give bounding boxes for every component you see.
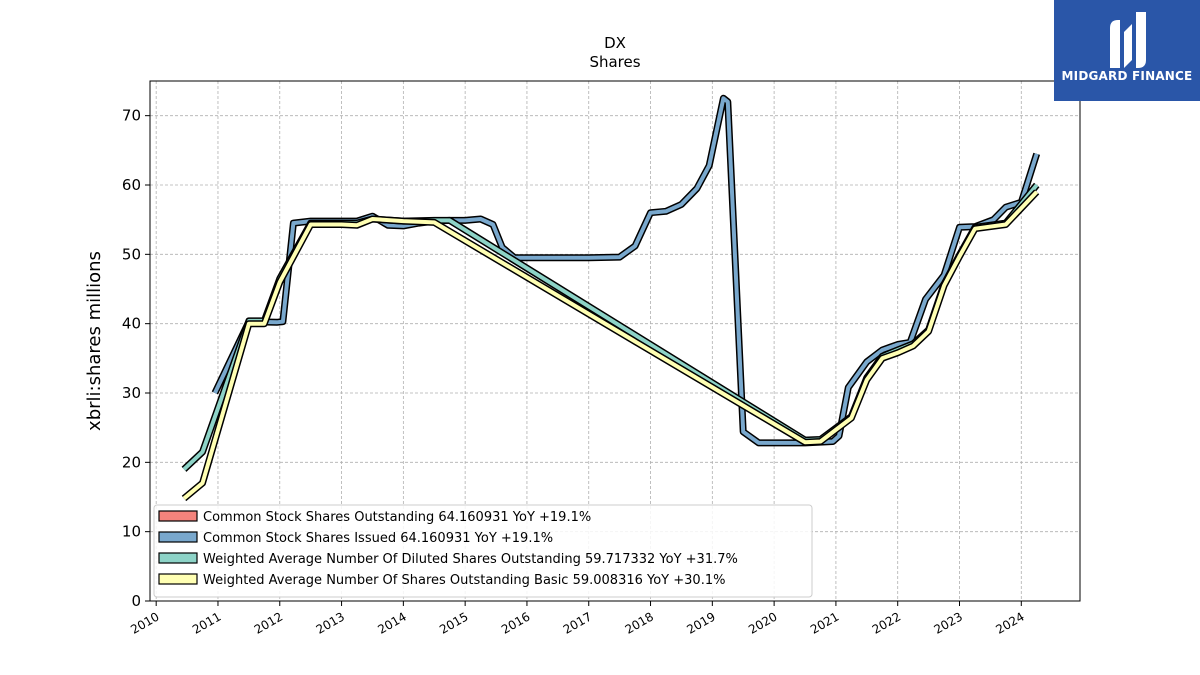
y-tick-label: 0 bbox=[131, 592, 141, 610]
series-1-stroke bbox=[213, 96, 1039, 445]
x-tick-label: 2013 bbox=[314, 609, 347, 636]
x-tick-label: 2021 bbox=[808, 609, 841, 636]
series-1-outline bbox=[211, 94, 1041, 447]
y-axis-label: xbrli:shares millions bbox=[84, 251, 105, 431]
x-tick-label: 2020 bbox=[746, 609, 779, 636]
logo-text: MIDGARD FINANCE bbox=[1061, 69, 1193, 83]
legend-entry: Common Stock Shares Issued 64.160931 YoY… bbox=[203, 531, 553, 546]
logo-mark-icon bbox=[1110, 12, 1146, 68]
legend-swatch bbox=[158, 573, 198, 585]
legend-swatch bbox=[158, 552, 198, 564]
y-tick-label: 60 bbox=[122, 176, 141, 194]
series-lines bbox=[181, 94, 1041, 502]
legend-entry: Weighted Average Number Of Diluted Share… bbox=[203, 552, 738, 567]
legend-swatch bbox=[158, 531, 198, 543]
x-axis: 2010 2011 2012 2013 2014 2015 2016 2017 2018 2019… bbox=[128, 601, 1027, 637]
x-tick-label: 2016 bbox=[499, 609, 532, 636]
x-tick-label: 2012 bbox=[252, 609, 285, 636]
legend: Common Stock Shares Outstanding 64.16093… bbox=[153, 504, 813, 598]
series-1-line bbox=[211, 94, 1041, 447]
x-tick-label: 2015 bbox=[437, 609, 470, 636]
x-tick-label: 2023 bbox=[932, 609, 965, 636]
y-tick-label: 20 bbox=[122, 453, 141, 471]
series-3-outline bbox=[181, 189, 1040, 502]
chart-title: DX bbox=[604, 34, 626, 52]
midgard-finance-logo: MIDGARD FINANCE bbox=[1054, 0, 1200, 101]
series-3-line bbox=[181, 189, 1040, 502]
legend-box bbox=[153, 504, 813, 598]
y-tick-label: 40 bbox=[122, 315, 141, 333]
x-tick-label: 2018 bbox=[623, 609, 656, 636]
x-tick-label: 2022 bbox=[870, 609, 903, 636]
legend-swatch bbox=[158, 510, 198, 522]
x-tick-label: 2019 bbox=[684, 609, 717, 636]
plot-frame bbox=[149, 80, 1081, 602]
x-tick-label: 2010 bbox=[128, 609, 161, 636]
legend-entry: Weighted Average Number Of Shares Outsta… bbox=[203, 573, 725, 588]
y-axis: 0 10 20 30 40 50 60 70 bbox=[122, 107, 150, 610]
x-tick-label: 2024 bbox=[993, 609, 1026, 636]
y-tick-label: 50 bbox=[122, 245, 141, 263]
series-3-stroke bbox=[182, 190, 1039, 500]
y-tick-label: 30 bbox=[122, 384, 141, 402]
x-tick-label: 2017 bbox=[561, 609, 594, 636]
chart-subtitle: Shares bbox=[589, 53, 640, 71]
x-tick-label: 2011 bbox=[190, 609, 223, 636]
x-tick-label: 2014 bbox=[375, 609, 408, 636]
legend-entry: Common Stock Shares Outstanding 64.16093… bbox=[203, 510, 591, 525]
y-tick-label: 10 bbox=[122, 523, 141, 541]
y-tick-label: 70 bbox=[122, 107, 141, 125]
